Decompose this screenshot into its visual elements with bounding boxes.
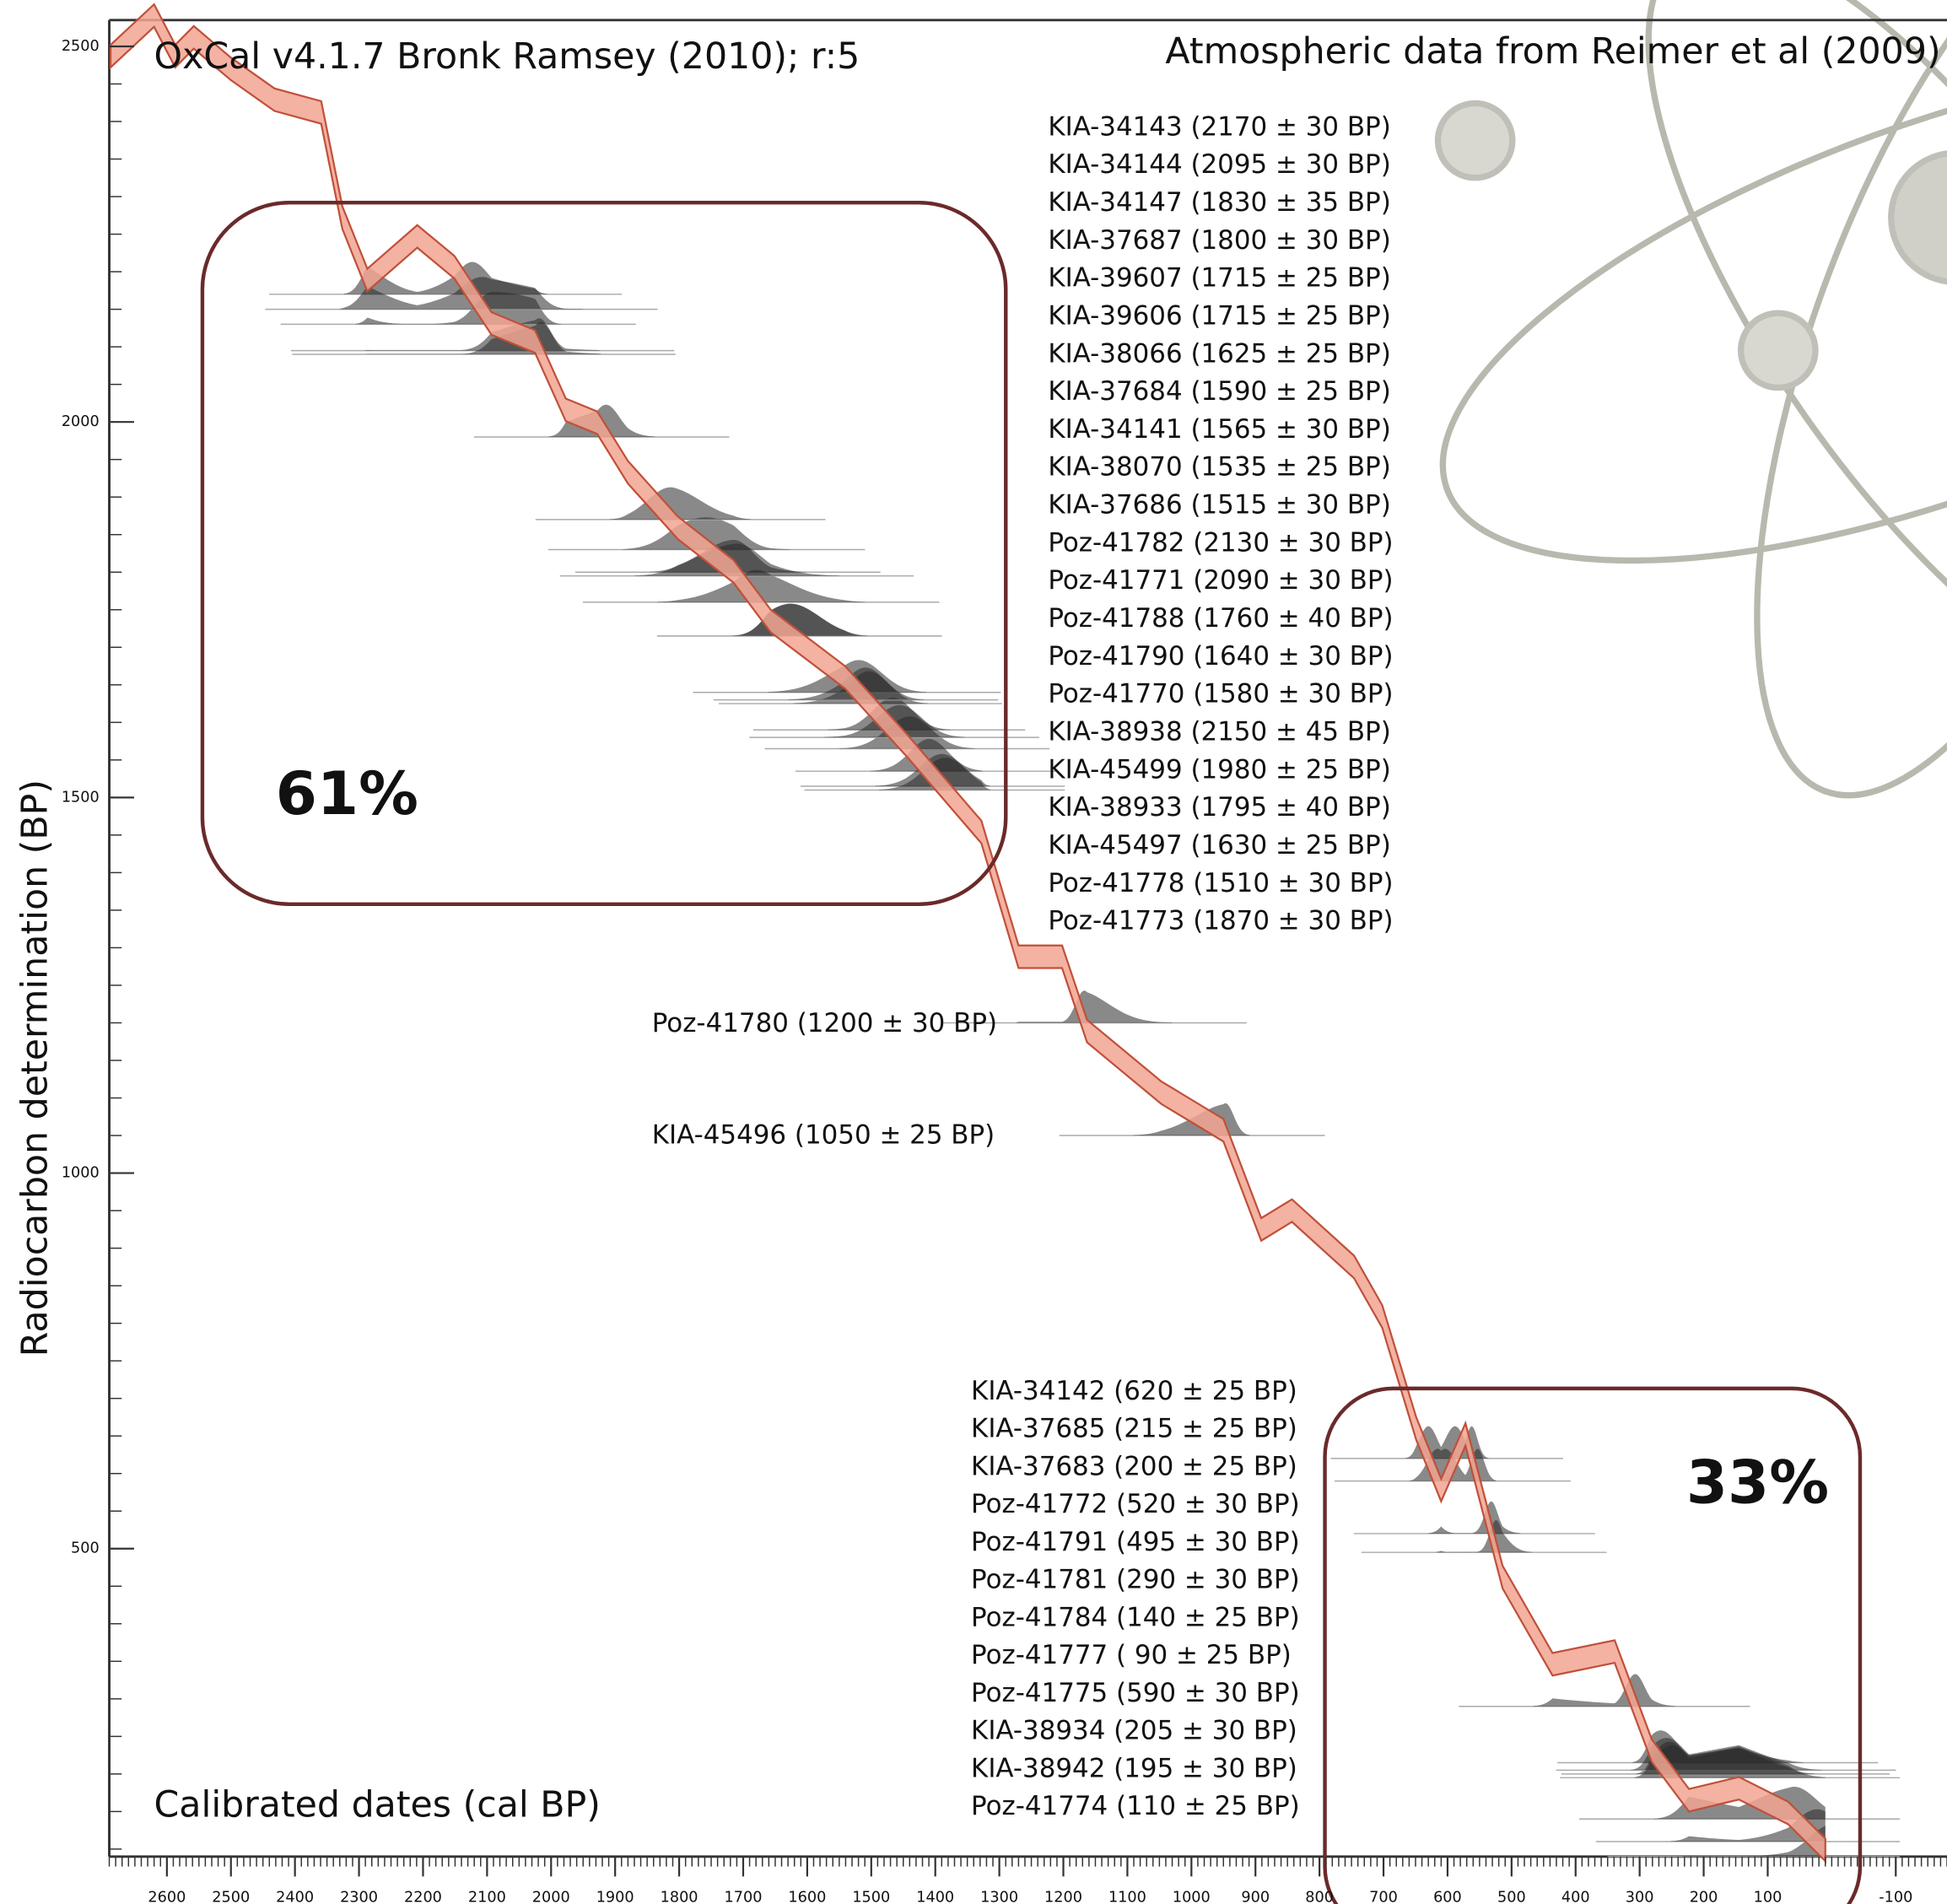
- sample-label: KIA-38938 (2150 ± 45 BP): [1048, 716, 1390, 747]
- subtitle: Atmospheric data from Reimer et al (2009…: [1165, 30, 1940, 73]
- sample-label: Poz-41778 (1510 ± 30 BP): [1048, 868, 1393, 898]
- sample-label: KIA-34143 (2170 ± 30 BP): [1048, 111, 1390, 142]
- sample-label: Poz-41791 (495 ± 30 BP): [971, 1527, 1300, 1557]
- chart: OxCal v4.1.7 Bronk Ramsey (2010); r:5 At…: [0, 0, 1947, 1904]
- sample-label: Poz-41771 (2090 ± 30 BP): [1048, 565, 1393, 596]
- x-tick-label: 1800: [661, 1889, 698, 1904]
- sample-label: Poz-41775 (590 ± 30 BP): [971, 1678, 1300, 1708]
- atom-decoration: [1383, 0, 1947, 850]
- orbit: [1383, 0, 1947, 664]
- distribution: [1534, 1675, 1676, 1707]
- x-tick-label: 2300: [340, 1889, 378, 1904]
- annotation: 33%: [1686, 1448, 1829, 1518]
- sample-label: KIA-34141 (1565 ± 30 BP): [1048, 414, 1390, 445]
- x-tick-label: 800: [1305, 1889, 1334, 1904]
- y-tick-label: 2500: [62, 38, 100, 55]
- x-tick-label: 700: [1369, 1889, 1398, 1904]
- sample-label: KIA-45497 (1630 ± 25 BP): [1048, 830, 1390, 860]
- x-tick-label: 1300: [980, 1889, 1018, 1904]
- sample-label: KIA-45499 (1980 ± 25 BP): [1048, 754, 1390, 785]
- orbit: [1549, 0, 1947, 782]
- sample-label: KIA-39607 (1715 ± 25 BP): [1048, 263, 1390, 294]
- distribution: [610, 488, 751, 520]
- sample-label: KIA-34147 (1830 ± 35 BP): [1048, 187, 1390, 218]
- sample-label: Poz-41790 (1640 ± 30 BP): [1048, 641, 1393, 672]
- sample-label: Poz-41772 (520 ± 30 BP): [971, 1489, 1300, 1519]
- sample-label: Poz-41788 (1760 ± 40 BP): [1048, 603, 1393, 634]
- sample-label: Poz-41777 ( 90 ± 25 BP): [971, 1640, 1292, 1670]
- sample-label: Poz-41781 (290 ± 30 BP): [971, 1565, 1300, 1595]
- sample-label: Poz-41773 (1870 ± 30 BP): [1048, 906, 1393, 936]
- y-tick-label: 1500: [62, 789, 100, 806]
- distribution: [1428, 1502, 1520, 1534]
- page: {"chart_data": {"type": "calibration", "…: [0, 0, 1947, 1904]
- x-tick-label: 1100: [1108, 1889, 1146, 1904]
- x-tick-label: -100: [1879, 1889, 1912, 1904]
- x-tick-label: 1600: [788, 1889, 826, 1904]
- x-tick-label: 2400: [276, 1889, 314, 1904]
- calibration-curve: [111, 4, 1826, 1861]
- x-axis-title: Calibrated dates (cal BP): [154, 1783, 601, 1826]
- y-tick-label: 2000: [62, 413, 100, 430]
- x-tick-label: 1200: [1044, 1889, 1082, 1904]
- y-tick-label: 1000: [62, 1165, 100, 1182]
- sample-label: KIA-38934 (205 ± 30 BP): [971, 1716, 1297, 1746]
- sample-label: KIA-37687 (1800 ± 30 BP): [1048, 225, 1390, 256]
- x-tick-label: 300: [1626, 1889, 1654, 1904]
- x-tick-label: 1500: [852, 1889, 890, 1904]
- sample-label: KIA-38066 (1625 ± 25 BP): [1048, 338, 1390, 369]
- sample-label: KIA-39606 (1715 ± 25 BP): [1048, 300, 1390, 331]
- x-tick-label: 2000: [532, 1889, 570, 1904]
- sample-label: Poz-41774 (110 ± 25 BP): [971, 1791, 1300, 1821]
- x-tick-label: 600: [1433, 1889, 1462, 1904]
- x-tick-label: 1900: [596, 1889, 634, 1904]
- x-tick-label: 2500: [212, 1889, 250, 1904]
- sample-label: Poz-41770 (1580 ± 30 BP): [1048, 679, 1393, 709]
- x-tick-label: 900: [1241, 1889, 1270, 1904]
- sample-label: KIA-38070 (1535 ± 25 BP): [1048, 452, 1390, 483]
- x-tick-label: 1400: [916, 1889, 954, 1904]
- x-tick-label: 2200: [404, 1889, 442, 1904]
- nucleus: [1891, 153, 1947, 282]
- sample-label: KIA-37685 (215 ± 25 BP): [971, 1414, 1297, 1444]
- x-tick-label: 500: [1497, 1889, 1526, 1904]
- x-tick-label: 2600: [148, 1889, 186, 1904]
- sample-label: Poz-41780 (1200 ± 30 BP): [652, 1008, 997, 1038]
- x-tick-label: 200: [1690, 1889, 1718, 1904]
- sample-label: Poz-41784 (140 ± 25 BP): [971, 1602, 1300, 1632]
- title: OxCal v4.1.7 Bronk Ramsey (2010); r:5: [154, 35, 860, 78]
- distribution: [1016, 990, 1172, 1022]
- x-tick-label: 100: [1754, 1889, 1783, 1904]
- sample-label: KIA-38942 (195 ± 30 BP): [971, 1753, 1297, 1783]
- sample-label: KIA-45496 (1050 ± 25 BP): [652, 1120, 995, 1151]
- x-tick-label: 1700: [725, 1889, 763, 1904]
- sample-label: KIA-37686 (1515 ± 30 BP): [1048, 490, 1390, 520]
- y-tick-label: 500: [71, 1540, 100, 1557]
- electron: [1438, 103, 1513, 177]
- sample-label: Poz-41782 (2130 ± 30 BP): [1048, 527, 1393, 558]
- sample-label: KIA-34142 (620 ± 25 BP): [971, 1376, 1297, 1406]
- x-tick-label: 1000: [1173, 1889, 1211, 1904]
- electron: [1741, 313, 1815, 387]
- sample-label: KIA-37684 (1590 ± 25 BP): [1048, 376, 1390, 407]
- y-axis-title: Radiocarbon determination (BP): [14, 779, 57, 1357]
- sample-label: KIA-38933 (1795 ± 40 BP): [1048, 792, 1390, 823]
- annotation: 61%: [276, 758, 418, 828]
- sample-label: KIA-37683 (200 ± 25 BP): [971, 1451, 1297, 1481]
- x-tick-label: 400: [1561, 1889, 1590, 1904]
- sample-label: KIA-34144 (2095 ± 30 BP): [1048, 149, 1390, 180]
- x-tick-label: 2100: [468, 1889, 506, 1904]
